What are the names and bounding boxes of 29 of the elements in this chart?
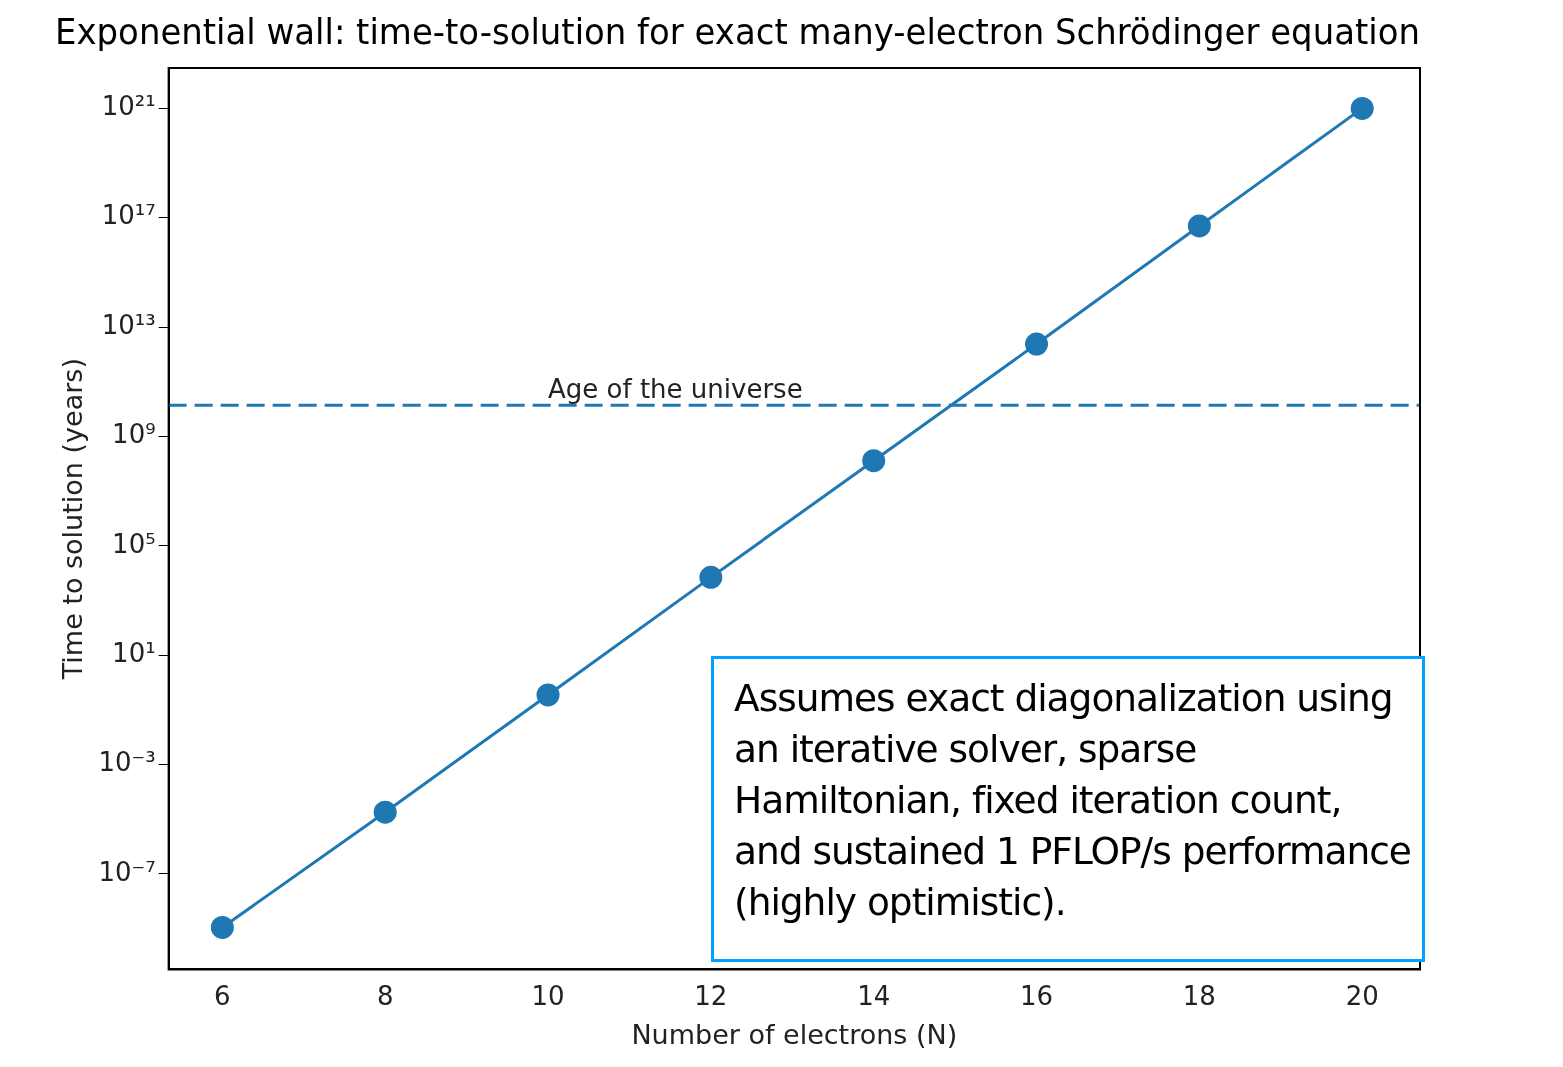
x-tick-label: 20	[1345, 980, 1379, 1011]
ref-line-label: Age of the universe	[548, 374, 803, 405]
point	[1187, 214, 1211, 238]
y-tick-label: 10²¹	[101, 91, 156, 122]
point	[1025, 332, 1049, 356]
chart-title: Exponential wall: time-to-solution for exact many-electron Schrödinger equation	[55, 11, 1420, 53]
y-tick-label: 10¹³	[101, 309, 156, 340]
y-tick-label: 10⁻⁷	[98, 856, 156, 887]
y-tick-label: 10⁹	[112, 419, 156, 450]
point	[536, 683, 560, 707]
point	[1350, 96, 1374, 120]
x-tick-label: 12	[694, 980, 728, 1011]
y-tick-label: 10⁻³	[98, 747, 156, 778]
point	[862, 449, 886, 473]
point	[373, 800, 397, 824]
x-tick-label: 10	[531, 980, 565, 1011]
y-tick-label: 10¹	[112, 637, 156, 668]
point	[210, 915, 234, 939]
x-tick-label: 14	[857, 980, 891, 1011]
x-axis-title: Number of electrons (N)	[631, 1018, 958, 1050]
x-tick-label: 6	[214, 980, 231, 1011]
y-tick-label: 10¹⁷	[101, 200, 156, 231]
x-tick-label: 8	[376, 980, 394, 1011]
y-axis-title: Time to solution (years)	[57, 358, 89, 681]
annotation: Assumes exact diagonalization using an iterative solver, sparse Hamiltonian, fixed iteration count, and sustained 1 PFLOP/s performance (highly optimistic).	[734, 675, 1412, 926]
point	[699, 565, 723, 589]
x-tick-label: 18	[1182, 980, 1216, 1011]
x-tick-label: 16	[1019, 980, 1054, 1011]
y-tick-label: 10⁵	[112, 528, 156, 559]
